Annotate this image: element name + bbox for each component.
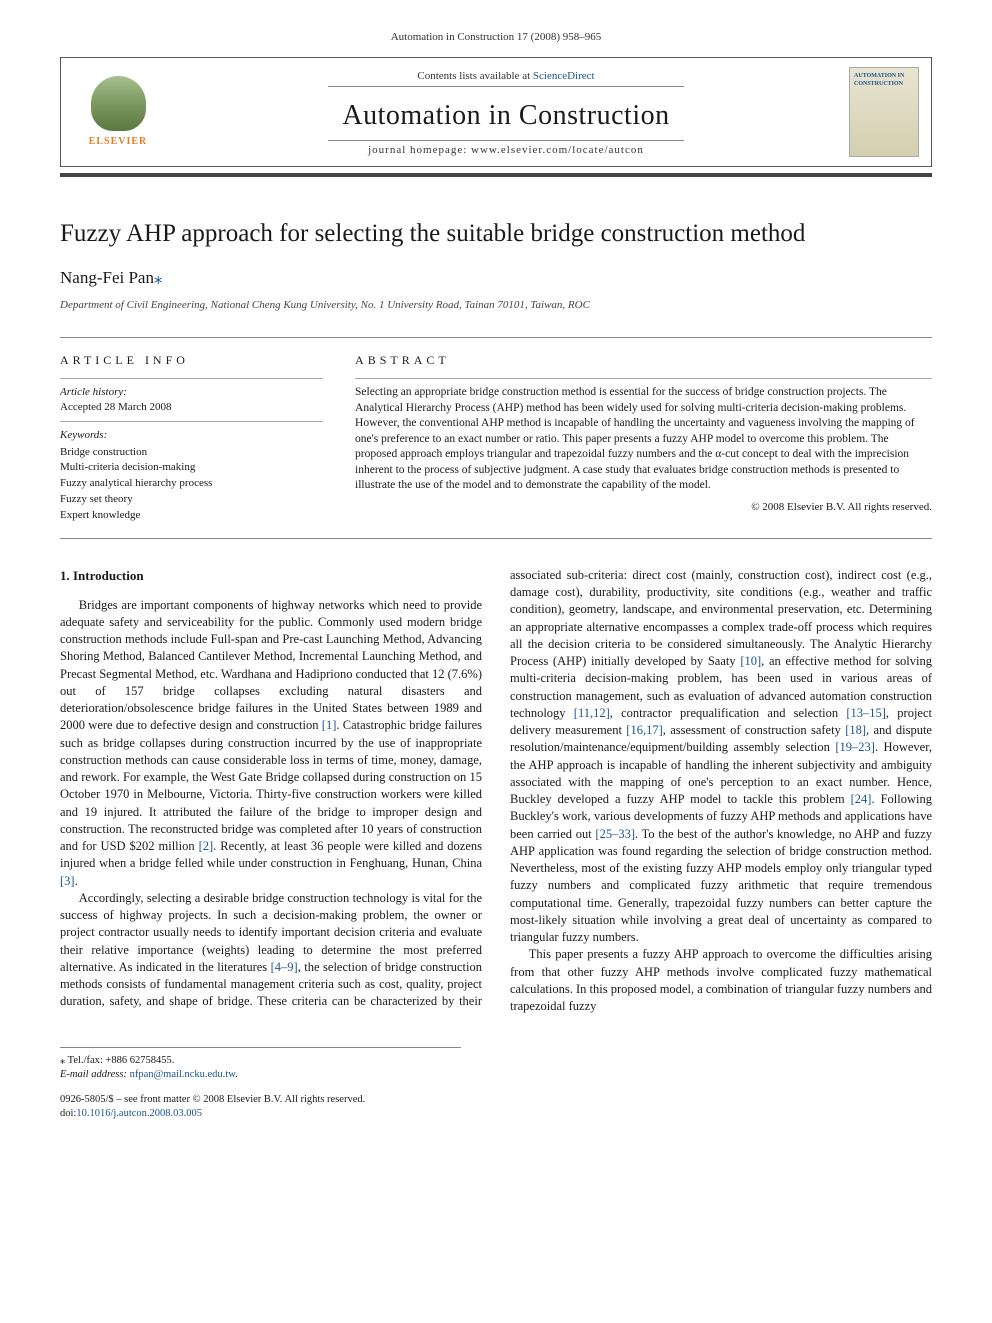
banner-underbar <box>60 173 932 177</box>
text-run: , contractor prequalification and select… <box>610 706 847 720</box>
reference-link[interactable]: [18] <box>845 723 866 737</box>
paragraph: This paper presents a fuzzy AHP approach… <box>510 946 932 1015</box>
reference-link[interactable]: [11,12] <box>574 706 610 720</box>
divider <box>60 421 323 422</box>
publisher-tree-icon <box>91 76 146 131</box>
article-info-heading: ARTICLE INFO <box>60 352 323 368</box>
keywords-label: Keywords: <box>60 428 323 443</box>
sciencedirect-link[interactable]: ScienceDirect <box>533 70 595 82</box>
reference-link[interactable]: [2] <box>199 839 214 853</box>
reference-link[interactable]: [16,17] <box>626 723 662 737</box>
text-run: . To the best of the author's knowledge,… <box>510 827 932 945</box>
banner-center: Contents lists available at ScienceDirec… <box>183 66 829 158</box>
citation-line: Automation in Construction 17 (2008) 958… <box>60 30 932 45</box>
paragraph: Bridges are important components of high… <box>60 597 482 890</box>
corresponding-author-mark: ⁎ <box>154 268 163 287</box>
reference-link[interactable]: [25–33] <box>595 827 635 841</box>
journal-cover-thumbnail: AUTOMATION IN CONSTRUCTION <box>849 67 919 157</box>
publisher-name: ELSEVIER <box>89 135 148 149</box>
abstract-copyright: © 2008 Elsevier B.V. All rights reserved… <box>355 500 932 515</box>
email-link[interactable]: nfpan@mail.ncku.edu.tw <box>130 1069 236 1080</box>
keyword: Bridge construction <box>60 445 323 460</box>
text-run: Bridges are important components of high… <box>60 598 482 733</box>
doi-label: doi: <box>60 1108 76 1119</box>
journal-banner: ELSEVIER Contents lists available at Sci… <box>60 57 932 167</box>
article-info: ARTICLE INFO Article history: Accepted 2… <box>60 338 339 538</box>
doi-link[interactable]: 10.1016/j.autcon.2008.03.005 <box>76 1108 202 1119</box>
keywords-list: Bridge construction Multi-criteria decis… <box>60 445 323 523</box>
reference-link[interactable]: [10] <box>740 654 761 668</box>
abstract-heading: ABSTRACT <box>355 352 932 368</box>
keyword: Multi-criteria decision-making <box>60 460 323 475</box>
history-label: Article history: <box>60 385 323 400</box>
reference-link[interactable]: [4–9] <box>271 960 298 974</box>
author-name: Nang-Fei Pan <box>60 268 154 287</box>
keyword: Fuzzy set theory <box>60 492 323 507</box>
reference-link[interactable]: [19–23] <box>835 740 875 754</box>
reference-link[interactable]: [3] <box>60 874 75 888</box>
authors: Nang-Fei Pan⁎ <box>60 267 932 290</box>
reference-link[interactable]: [24] <box>851 792 872 806</box>
publisher-logo: ELSEVIER <box>73 67 163 157</box>
divider <box>60 378 323 379</box>
footer-notes: ⁎ Tel./fax: +886 62758455. E-mail addres… <box>60 1047 461 1082</box>
reference-link[interactable]: [1] <box>322 718 337 732</box>
section-heading: 1. Introduction <box>60 567 482 585</box>
email-label: E-mail address: <box>60 1069 130 1080</box>
text-run: . <box>75 874 78 888</box>
article-body: 1. Introduction Bridges are important co… <box>60 567 932 1016</box>
keyword: Expert knowledge <box>60 508 323 523</box>
journal-name: Automation in Construction <box>183 97 829 135</box>
contents-text: Contents lists available at <box>417 70 532 82</box>
journal-homepage: journal homepage: www.elsevier.com/locat… <box>328 140 683 158</box>
affiliation: Department of Civil Engineering, Nationa… <box>60 298 932 313</box>
email-suffix: . <box>235 1069 238 1080</box>
reference-link[interactable]: [13–15] <box>846 706 886 720</box>
corresponding-author-email-line: E-mail address: nfpan@mail.ncku.edu.tw. <box>60 1068 461 1082</box>
corresponding-author-telfax: ⁎ Tel./fax: +886 62758455. <box>60 1054 461 1068</box>
info-abstract-row: ARTICLE INFO Article history: Accepted 2… <box>60 337 932 539</box>
text-run: . Catastrophic bridge failures such as b… <box>60 718 482 853</box>
abstract-body: Selecting an appropriate bridge construc… <box>355 385 932 494</box>
footer-copyright: 0926-5805/$ – see front matter © 2008 El… <box>60 1093 932 1121</box>
text-run: , assessment of construction safety <box>663 723 845 737</box>
doi-line: doi:10.1016/j.autcon.2008.03.005 <box>60 1107 932 1121</box>
contents-lists-line: Contents lists available at ScienceDirec… <box>328 69 683 87</box>
keyword: Fuzzy analytical hierarchy process <box>60 476 323 491</box>
divider <box>355 378 932 379</box>
history-text: Accepted 28 March 2008 <box>60 400 323 415</box>
abstract: ABSTRACT Selecting an appropriate bridge… <box>339 338 932 538</box>
text-run: This paper presents a fuzzy AHP approach… <box>510 947 932 1013</box>
article-title: Fuzzy AHP approach for selecting the sui… <box>60 217 932 251</box>
issn-line: 0926-5805/$ – see front matter © 2008 El… <box>60 1093 932 1107</box>
